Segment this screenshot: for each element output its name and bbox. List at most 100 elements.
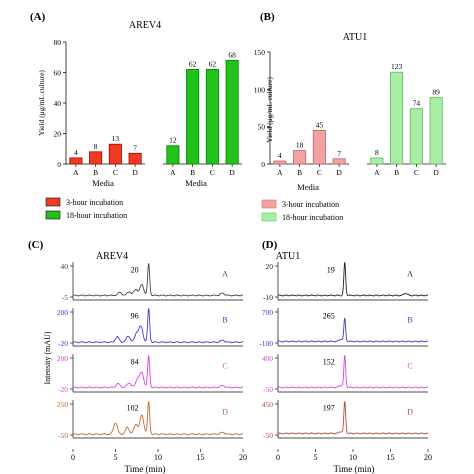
trace-medium-label: D [407, 407, 413, 416]
trace-medium-label: C [222, 361, 227, 370]
panel-b-label: (B) [260, 11, 275, 23]
legend-label-3h-b: 3-hour incubation [282, 200, 339, 209]
x-tick-label: A [277, 168, 283, 177]
y-tick-label: 150 [254, 48, 266, 57]
x-tick-label: 15 [197, 453, 205, 462]
bar [370, 157, 384, 165]
trace-ymin-label: -20 [58, 339, 68, 348]
panel-b-ylabel: Yield (μg/mL culture) [265, 77, 274, 143]
x-tick-label: B [394, 168, 399, 177]
x-tick-label: A [374, 168, 380, 177]
bar [225, 59, 239, 165]
legend-label-18h-b: 18-hour incubation [282, 213, 343, 222]
panel-c-xlabel: Time (min) [125, 464, 166, 474]
trace-medium-label: D [222, 407, 228, 416]
x-tick-label: C [414, 168, 419, 177]
x-tick-label: B [297, 168, 302, 177]
x-tick-label: C [317, 168, 322, 177]
trace-medium-label: C [407, 361, 412, 370]
peak-value-label: 197 [323, 404, 335, 413]
legend-label-18h-a: 18-hour incubation [66, 211, 127, 220]
bar [108, 143, 122, 165]
panel-c: (C) AREV4 Intensity (mAU) Time (min) 40 -… [28, 239, 247, 474]
panel-a-xlabel: Media [92, 178, 114, 188]
trace-ymin-label: -100 [259, 339, 273, 348]
y-tick-label: 20 [54, 130, 62, 139]
panel-d-plot: 20 -10 19 A 700 -100 265 B 400 -50 152 C 450 -50 197 D 0… [259, 262, 432, 462]
y-tick-label: 0 [57, 160, 61, 169]
trace-medium-label: B [222, 315, 227, 324]
x-tick-label: A [73, 168, 79, 177]
x-tick-label: 20 [239, 453, 247, 462]
panel-b-plot: 0 50 100 150 4 A 18 B 45 C 7 D 8 A 123 B 74 C 89 D [254, 48, 446, 177]
bar [128, 152, 142, 165]
trace-ymax-label: 250 [57, 400, 69, 409]
x-tick-label: 20 [424, 453, 432, 462]
panel-a-xlabel-2: Media [185, 178, 207, 188]
legend-swatch-3h-a [45, 197, 61, 207]
panel-a: (A) AREV4 Yield (μg/mL culture) Media Me… [30, 11, 242, 220]
legend-label-3h-a: 3-hour incubation [66, 198, 123, 207]
y-tick-label: 0 [261, 160, 265, 169]
trace-medium-label: A [407, 269, 413, 278]
bar-value-label: 4 [74, 148, 78, 157]
trace-ymin-label: -5 [62, 293, 68, 302]
bar [69, 157, 83, 165]
panel-d-title: ATU1 [276, 251, 300, 262]
bar-value-label: 62 [189, 59, 197, 68]
x-tick-label: D [336, 168, 342, 177]
trace-ymin-label: -50 [263, 385, 273, 394]
bar [205, 69, 219, 165]
x-tick-label: C [210, 168, 215, 177]
bar [89, 151, 103, 165]
x-tick-label: D [229, 168, 235, 177]
panel-c-ylabel: Intensity (mAU) [43, 331, 52, 384]
chromatogram-trace [277, 401, 429, 435]
y-tick-label: 80 [54, 38, 62, 47]
panel-d-label: (D) [262, 239, 278, 251]
trace-ymin-label: -50 [58, 431, 68, 440]
x-tick-label: 5 [114, 453, 118, 462]
x-tick-label: 10 [349, 453, 357, 462]
trace-ymax-label: 400 [262, 354, 274, 363]
x-tick-label: B [93, 168, 98, 177]
bar [332, 158, 346, 165]
panel-c-label: (C) [28, 239, 44, 251]
bar-value-label: 89 [432, 88, 440, 97]
x-tick-label: D [433, 168, 439, 177]
x-tick-label: C [113, 168, 118, 177]
legend-swatch-18h-a [45, 210, 61, 220]
peak-value-label: 84 [131, 358, 139, 367]
trace-medium-label: B [407, 315, 412, 324]
legend-swatch-3h-b [261, 199, 277, 209]
trace-ymax-label: 20 [266, 262, 274, 271]
chromatogram-trace [277, 317, 429, 343]
trace-ymax-label: 450 [262, 400, 274, 409]
bar [293, 150, 307, 165]
panel-b: (B) ATU1 Yield (μg/mL culture) Media 0 50… [254, 11, 446, 222]
trace-ymax-label: 200 [57, 354, 69, 363]
peak-value-label: 152 [323, 358, 335, 367]
chromatogram-trace [72, 263, 244, 297]
peak-value-label: 102 [127, 404, 139, 413]
x-tick-label: B [190, 168, 195, 177]
peak-value-label: 20 [131, 266, 139, 275]
bar [390, 71, 404, 165]
x-tick-label: A [170, 168, 176, 177]
y-tick-label: 100 [254, 85, 266, 94]
bar-value-label: 62 [209, 59, 217, 68]
chromatogram-trace [277, 355, 429, 389]
bar [166, 145, 180, 165]
chromatogram-trace [277, 262, 429, 297]
bar-value-label: 13 [112, 134, 120, 143]
panel-d-xlabel: Time (min) [334, 464, 375, 474]
x-tick-label: 10 [154, 453, 162, 462]
panel-a-title: AREV4 [129, 20, 161, 31]
chromatogram-trace [72, 308, 244, 344]
peak-value-label: 19 [327, 266, 335, 275]
panel-a-ylabel: Yield (μg/mL culture) [37, 70, 46, 136]
trace-ymax-label: 200 [57, 308, 69, 317]
x-tick-label: 0 [276, 453, 280, 462]
bar-value-label: 45 [316, 120, 324, 129]
trace-ymin-label: -10 [263, 293, 273, 302]
